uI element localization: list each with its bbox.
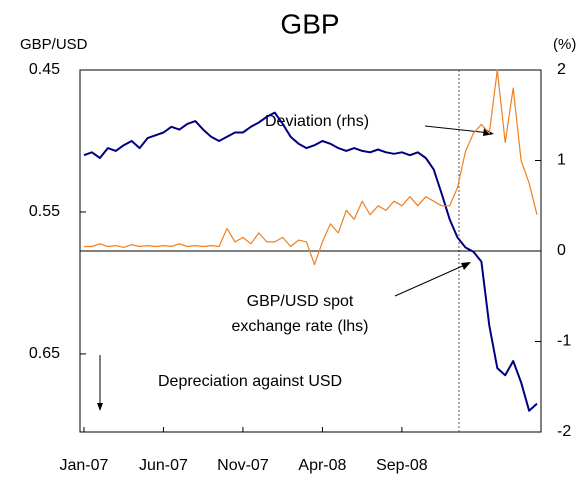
y2-tick-label: 1	[557, 152, 566, 169]
arrow-head	[461, 262, 471, 270]
line-series	[83, 111, 538, 412]
y2-tick-label: -2	[557, 423, 571, 440]
x-tick-label: Sep-08	[376, 457, 428, 474]
arrow	[394, 263, 468, 297]
line-series	[84, 69, 538, 266]
y2-axis-label: (%)	[553, 36, 576, 53]
annotation: exchange rate (lhs)	[232, 318, 369, 335]
chart-title: GBP	[280, 8, 339, 39]
y-tick-label: 0.65	[29, 345, 60, 362]
y-tick-label: 0.55	[29, 203, 60, 220]
y2-tick-label: 0	[557, 242, 566, 259]
x-tick-label: Jan-07	[60, 457, 109, 474]
arrow-head	[97, 403, 103, 411]
y2-tick-label: 2	[557, 61, 566, 78]
y2-tick-label: -1	[557, 333, 571, 350]
annotation: Depreciation against USD	[158, 373, 342, 390]
arrow	[424, 125, 491, 134]
y-tick-label: 0.45	[29, 61, 60, 78]
annotation: GBP/USD spot	[247, 293, 354, 310]
x-tick-label: Jun-07	[139, 457, 188, 474]
x-tick-label: Nov-07	[217, 457, 269, 474]
y-axis-label: GBP/USD	[20, 36, 88, 53]
annotation: Deviation (rhs)	[265, 113, 369, 130]
x-tick-label: Apr-08	[298, 457, 346, 474]
